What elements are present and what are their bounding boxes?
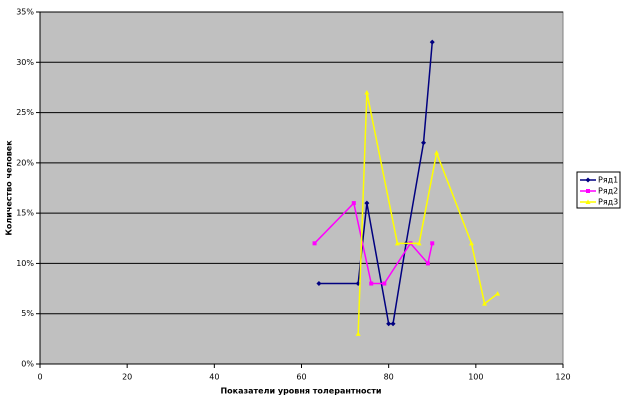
y-tick-label: 30% — [16, 58, 34, 67]
marker — [586, 189, 590, 193]
y-tick-label: 35% — [16, 8, 34, 17]
legend-label: Ряд1 — [598, 176, 618, 185]
marker — [425, 261, 430, 266]
x-tick-label: 20 — [122, 373, 132, 382]
marker — [316, 281, 322, 287]
marker — [495, 291, 501, 296]
marker — [429, 39, 435, 45]
x-tick-label: 120 — [555, 373, 570, 382]
y-tick-label: 5% — [21, 309, 34, 318]
marker — [355, 331, 361, 336]
y-tick-label: 15% — [16, 209, 34, 218]
marker — [468, 240, 474, 246]
y-tick-label: 25% — [16, 108, 34, 117]
marker — [312, 241, 317, 246]
marker — [482, 301, 488, 306]
x-tick-label: 100 — [468, 373, 483, 382]
marker — [382, 281, 387, 286]
x-tick-label: 80 — [384, 373, 394, 382]
series-line — [357, 92, 499, 334]
marker — [394, 240, 400, 246]
x-tick-label: 0 — [37, 373, 42, 382]
y-tick-label: 20% — [16, 158, 34, 167]
marker — [585, 199, 591, 204]
marker — [434, 150, 440, 155]
x-axis-label: Показатели уровня толерантности — [220, 387, 381, 396]
marker — [364, 89, 370, 95]
marker — [421, 140, 427, 146]
y-tick-label: 0% — [21, 360, 34, 369]
x-tick-label: 40 — [209, 373, 219, 382]
y-tick-label: 10% — [16, 259, 34, 268]
marker — [430, 241, 435, 246]
marker — [369, 281, 374, 286]
marker — [351, 201, 356, 206]
marker — [585, 177, 591, 183]
marker — [364, 200, 370, 206]
legend-label: Ряд2 — [598, 187, 618, 196]
y-axis-label: Количество человек — [5, 140, 14, 236]
marker — [416, 240, 422, 246]
marker — [390, 321, 396, 327]
x-tick-label: 60 — [296, 373, 306, 382]
legend-label: Ряд3 — [598, 198, 618, 207]
marker — [386, 321, 392, 327]
plot-area — [39, 11, 564, 365]
